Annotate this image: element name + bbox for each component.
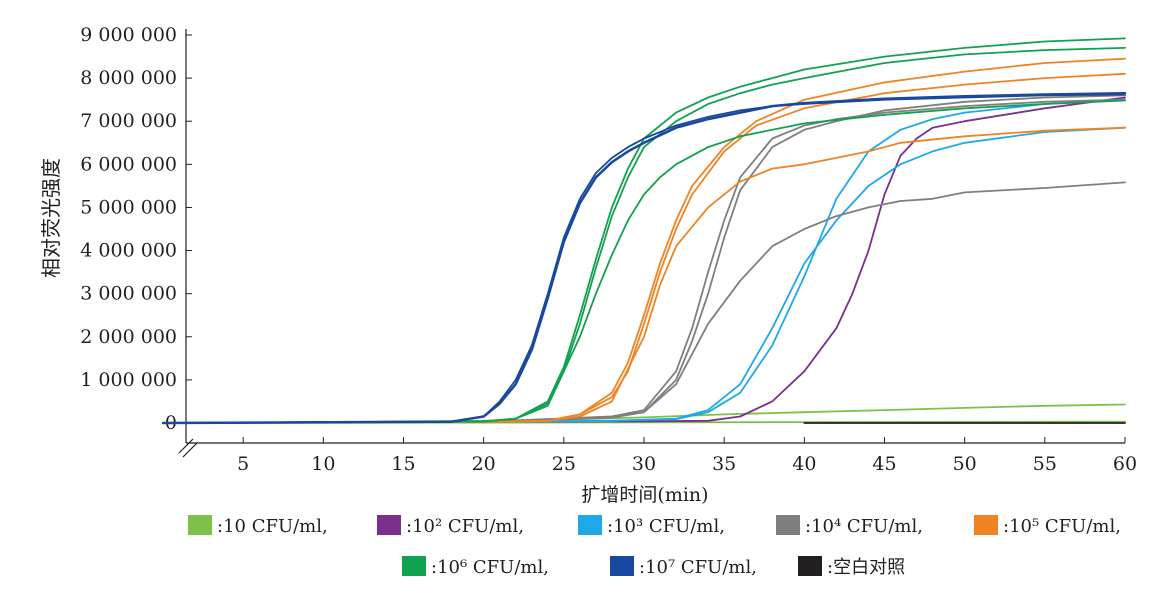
series-line: [162, 98, 1126, 424]
legend-label: :10⁶ CFU/ml,: [431, 557, 549, 578]
legend-label: :10² CFU/ml,: [406, 516, 524, 537]
series-line: [162, 98, 1126, 424]
y-tick-label: 3 000 000: [80, 283, 177, 305]
x-tick-label: 15: [391, 453, 415, 475]
y-tick-label: 4 000 000: [80, 240, 177, 262]
x-axis-title: 扩增时间(min): [581, 484, 708, 506]
series-line: [162, 47, 1126, 424]
x-tick-label: 35: [712, 453, 736, 475]
y-tick-label: 5 000 000: [80, 196, 177, 218]
series-line: [162, 181, 1126, 424]
y-tick-label: 8 000 000: [80, 67, 177, 89]
legend-label: :10⁴ CFU/ml,: [805, 516, 923, 537]
legend-swatch: [578, 515, 602, 535]
legend: :10 CFU/ml, :10² CFU/ml, :10³ CFU/ml, :10⁴ …: [188, 515, 1121, 578]
series-line: [162, 99, 1126, 424]
series-line: [162, 72, 1126, 424]
y-tick-label: 2 000 000: [80, 326, 177, 348]
legend-swatch: [798, 556, 822, 576]
legend-label: :10³ CFU/ml,: [607, 516, 725, 537]
legend-swatch: [974, 515, 998, 535]
x-tick-label: 50: [953, 453, 977, 475]
y-tick-label: 6 000 000: [80, 153, 177, 175]
y-tick-label: 7 000 000: [80, 110, 177, 132]
legend-swatch: [377, 515, 401, 535]
legend-label: :10⁵ CFU/ml,: [1003, 516, 1121, 537]
series-line: [162, 126, 1126, 424]
x-tick-label: 10: [311, 453, 335, 475]
x-tick-label: 20: [472, 453, 496, 475]
legend-swatch: [402, 556, 426, 576]
axis-break-mark: [182, 442, 198, 458]
x-tick-label: 55: [1033, 453, 1057, 475]
x-tick-label: 40: [792, 453, 816, 475]
x-tick-label: 5: [237, 453, 249, 475]
series-line: [162, 94, 1126, 424]
legend-swatch: [188, 515, 212, 535]
legend-swatch: [776, 515, 800, 535]
x-tick-label: 30: [632, 453, 656, 475]
legend-label: :10 CFU/ml,: [217, 516, 328, 537]
legend-label: :10⁷ CFU/ml,: [639, 557, 757, 578]
y-tick-label: 1 000 000: [80, 369, 177, 391]
x-tick-label: 25: [552, 453, 576, 475]
series-line: [161, 91, 1127, 425]
legend-swatch: [610, 556, 634, 576]
y-axis-title: 相对荧光强度: [39, 158, 63, 278]
legend-label: :空白对照: [827, 557, 905, 578]
series-line: [162, 126, 1126, 424]
x-tick-label: 60: [1113, 453, 1137, 475]
axis-break-mark: [178, 438, 194, 454]
series-line: [162, 57, 1126, 424]
y-tick-label: 9 000 000: [80, 24, 177, 46]
x-tick-label: 45: [872, 453, 896, 475]
